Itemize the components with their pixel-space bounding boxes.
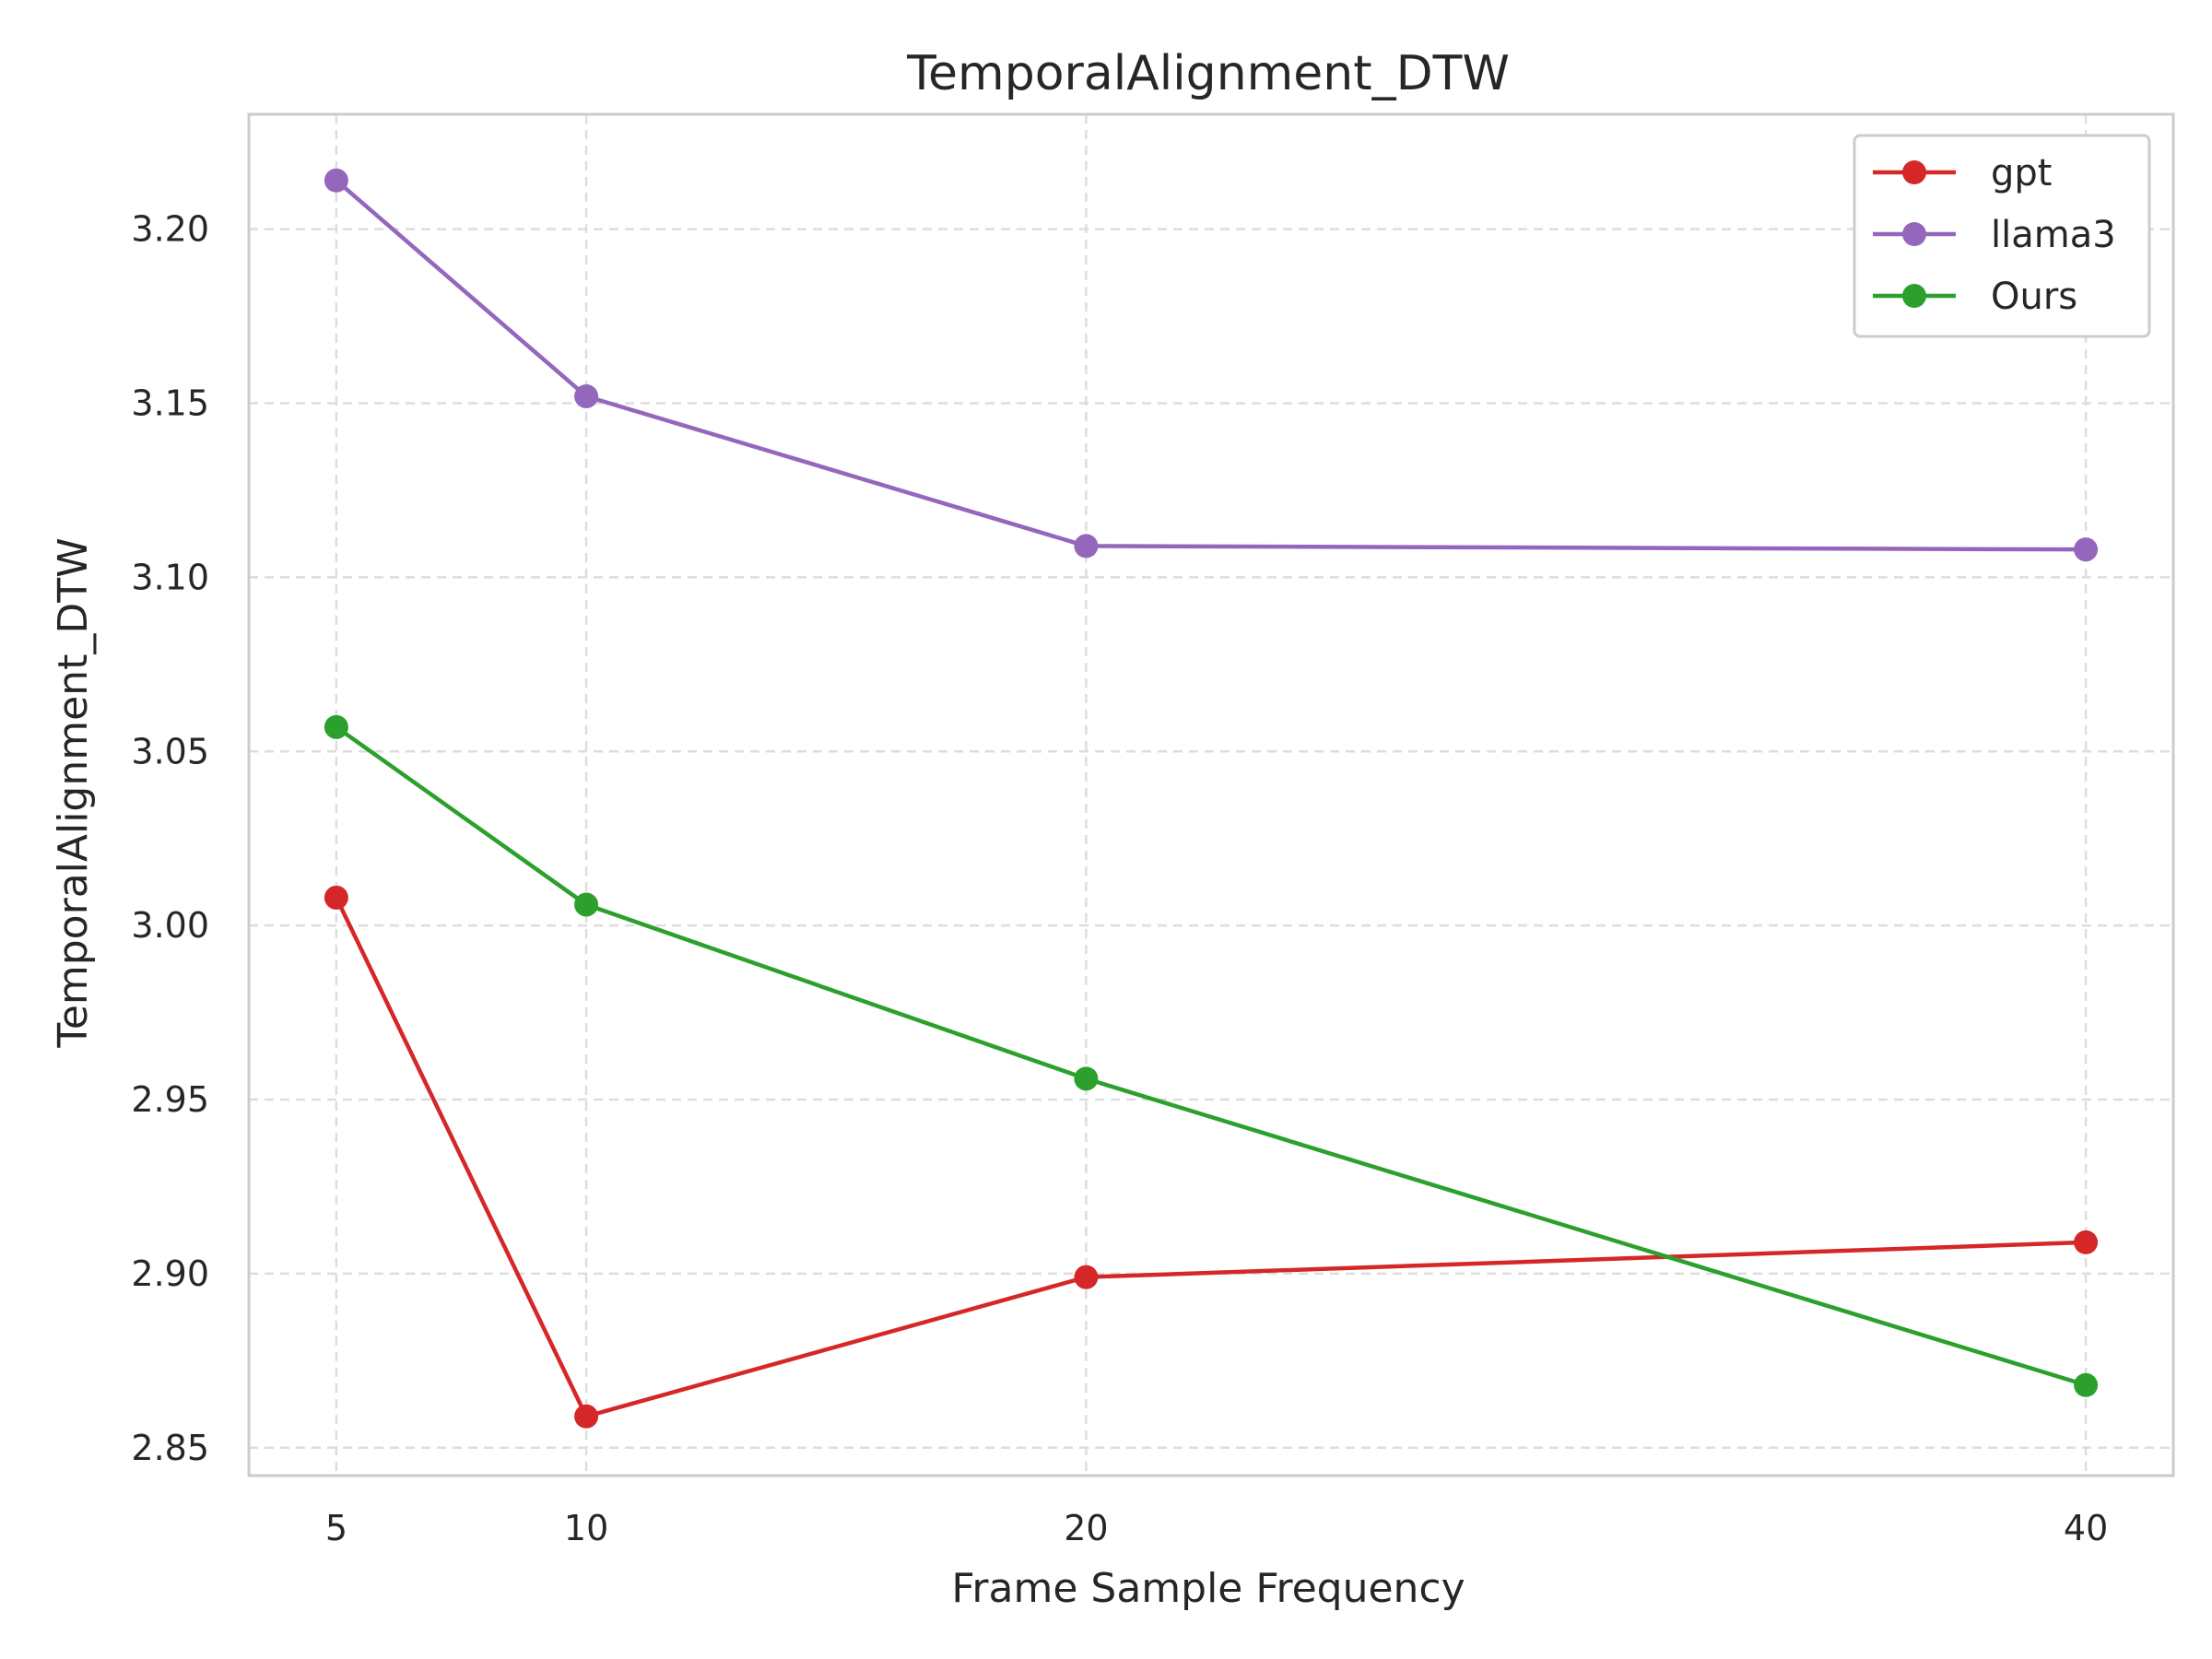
y-tick-label: 3.15 <box>131 383 209 424</box>
chart-title: TemporalAlignment_DTW <box>906 46 1510 101</box>
legend-item: Ours <box>1873 276 2077 318</box>
x-tick-label: 40 <box>2064 1508 2108 1548</box>
data-point <box>324 885 348 910</box>
data-point <box>2074 1372 2099 1397</box>
legend-label: Ours <box>1991 276 2077 318</box>
series-gpt <box>324 885 2099 1429</box>
data-point <box>2074 1230 2099 1254</box>
legend-item: llama3 <box>1873 214 2116 256</box>
data-point <box>574 383 599 408</box>
y-tick-label: 2.95 <box>131 1079 209 1120</box>
legend-marker <box>1902 222 1926 246</box>
data-point <box>574 1404 599 1429</box>
x-axis-title: Frame Sample Frequency <box>951 1565 1465 1612</box>
plot-area-frame <box>247 112 2175 1477</box>
y-axis-title: TemporalAlignment_DTW <box>50 537 97 1048</box>
legend: gpt llama3 Ours <box>1853 134 2151 338</box>
y-tick-label: 3.05 <box>131 731 209 771</box>
data-point <box>1074 1265 1099 1289</box>
legend-box <box>1853 134 2151 338</box>
y-tick-label: 2.90 <box>131 1253 209 1294</box>
tick-labels: 5 10 20 40 2.85 2.90 2.95 3.00 3.05 3.10 3.15 3.20 <box>131 209 2108 1548</box>
legend-label: llama3 <box>1991 214 2116 256</box>
data-point <box>1074 534 1099 559</box>
x-tick-label: 20 <box>1064 1508 1108 1548</box>
y-tick-label: 3.10 <box>131 557 209 597</box>
legend-item: gpt <box>1873 152 2052 194</box>
series-Ours <box>324 714 2099 1397</box>
legend-marker <box>1902 160 1926 184</box>
data-point <box>2074 537 2099 562</box>
data-point <box>324 714 348 739</box>
series-llama3 <box>324 168 2099 562</box>
data-point <box>324 168 348 193</box>
x-tick-label: 5 <box>325 1508 347 1548</box>
series-line <box>335 179 2087 552</box>
series-line <box>334 896 2087 1419</box>
y-tick-label: 3.20 <box>131 209 209 250</box>
series-lines <box>324 168 2099 1429</box>
data-point <box>1074 1066 1099 1091</box>
y-tick-label: 2.85 <box>131 1428 209 1468</box>
data-point <box>574 892 599 917</box>
series-line <box>335 725 2087 1387</box>
grid <box>249 114 2173 1476</box>
legend-label: gpt <box>1991 152 2052 194</box>
legend-marker <box>1902 284 1926 308</box>
x-tick-label: 10 <box>564 1508 608 1548</box>
y-tick-label: 3.00 <box>131 905 209 946</box>
